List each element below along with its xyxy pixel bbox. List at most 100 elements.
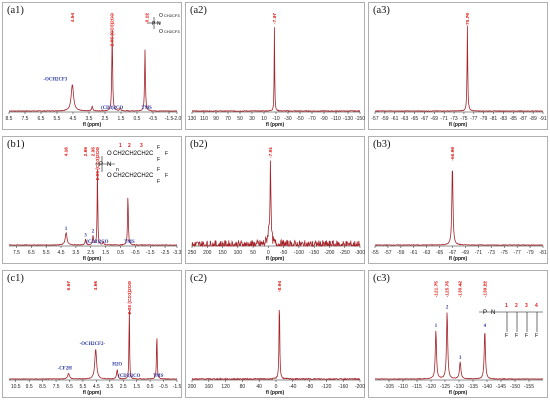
struct-o-top: O bbox=[159, 13, 163, 19]
struct-f: F bbox=[535, 333, 538, 339]
peak-annotation: TMS bbox=[124, 240, 135, 245]
peak-annotation: TMS bbox=[153, 374, 164, 379]
x-tick-label: -110 bbox=[398, 384, 408, 390]
struct-p: P bbox=[483, 310, 487, 316]
x-tick-label: -63 bbox=[423, 250, 430, 256]
x-tick-label: -115 bbox=[412, 384, 422, 390]
panel-label: (c3) bbox=[373, 273, 390, 284]
x-tick-label: -2.5 bbox=[161, 250, 170, 256]
peak-annotation: (CD3)2CO bbox=[118, 374, 140, 379]
x-tick-label: -71 bbox=[441, 116, 448, 122]
x-tick-label: 0 bbox=[275, 384, 278, 390]
shift-label: 2.05 (CD3)2CO bbox=[95, 147, 101, 181]
x-tick-label: -81 bbox=[539, 250, 546, 256]
x-tick-label: -73 bbox=[450, 116, 457, 122]
panel-label: (c1) bbox=[7, 273, 24, 284]
x-tick-label: -83 bbox=[500, 116, 507, 122]
shift-label: -0.12 bbox=[144, 13, 150, 24]
shift-label: -66.98 bbox=[450, 147, 456, 161]
peak-annotation: 2 bbox=[446, 305, 449, 310]
x-tick-label: -77 bbox=[470, 116, 477, 122]
struct-pos-1: 1 bbox=[505, 303, 508, 309]
x-tick-label: -125 bbox=[440, 384, 450, 390]
x-tick-label: -3.3 bbox=[173, 250, 182, 256]
x-tick-label: 10 bbox=[261, 116, 267, 122]
struct-pos-1: 1 bbox=[119, 143, 122, 149]
x-tick-label: -67 bbox=[421, 116, 428, 122]
x-axis-label: fl (ppm) bbox=[82, 390, 102, 396]
x-axis-label: fl (ppm) bbox=[82, 256, 102, 262]
panel-a3: -57 -59 -61 -63 -65 -67 -69 -71 -73 -75 -77 -79 -81-… bbox=[368, 2, 548, 130]
x-tick-label: 50 bbox=[250, 250, 256, 256]
peak-annotation: -OCH2CF3 bbox=[44, 78, 68, 83]
shift-label: -139.22 bbox=[482, 281, 488, 298]
x-tick-label: -57 bbox=[384, 250, 391, 256]
spectrum-c2: 200 160 120 80 40 0 -40 -80 -120 -160 -200 -8.04 bbox=[188, 281, 365, 390]
x-tick-label: 6.5 bbox=[66, 384, 73, 390]
shift-label: -7.37 bbox=[272, 13, 278, 24]
peak-annotation: 2 bbox=[92, 230, 95, 235]
spectrum-b2: 250 200 150 100 50 0 -50 -100 -150 -200 -250 -300 -7… bbox=[188, 147, 365, 256]
struct-p: P bbox=[99, 162, 103, 168]
panel-c1: 10.5 9.5 8.5 7.5 6.5 5.5 4.5 3.5 2.5 1.5 0.5 -0.5 -1… bbox=[2, 270, 182, 398]
x-tick-label: -80 bbox=[306, 384, 313, 390]
spectrum-trace bbox=[8, 169, 178, 246]
struct-pos-4: 4 bbox=[535, 303, 538, 309]
shift-label: 2.05 (CD3)2CO bbox=[110, 13, 116, 47]
x-tick-label: -77 bbox=[514, 250, 521, 256]
x-tick-label: 6.5 bbox=[28, 250, 35, 256]
x-tick-label: -2.0 bbox=[173, 116, 182, 122]
x-tick-label: 110 bbox=[200, 116, 208, 122]
spectrum-trace bbox=[374, 312, 544, 380]
x-tick-label: 3.5 bbox=[72, 250, 79, 256]
x-tick-label: -0.5 bbox=[149, 116, 158, 122]
struct-n: N bbox=[491, 310, 495, 316]
x-tick-label: 100 bbox=[234, 250, 243, 256]
panel-label: (a1) bbox=[7, 5, 24, 16]
struct-f2: F bbox=[165, 151, 168, 157]
x-tick-label: -0.5 bbox=[131, 250, 140, 256]
x-axis-label: fl (ppm) bbox=[448, 390, 468, 396]
x-tick-label: 0.5 bbox=[117, 250, 124, 256]
x-axis-label: fl (ppm) bbox=[448, 122, 468, 128]
x-tick-label: 150 bbox=[218, 250, 227, 256]
shift-label: -8.04 bbox=[277, 281, 283, 292]
x-tick-label: -140 bbox=[482, 384, 492, 390]
shift-label: -125.75 bbox=[445, 281, 451, 298]
peak-annotation: 3 bbox=[84, 233, 87, 238]
x-tick-label: -150 bbox=[309, 250, 319, 256]
struct-o-bottom: O bbox=[159, 29, 163, 35]
x-tick-label: -110 bbox=[331, 116, 341, 122]
panel-b2: 250 200 150 100 50 0 -50 -100 -150 -200 -250 -300 -7… bbox=[185, 136, 365, 264]
x-tick-label: -69 bbox=[431, 116, 438, 122]
peak-annotation: (CD3)2CO bbox=[86, 240, 108, 245]
panel-a1: 8.5 7.5 6.5 5.5 4.5 3.5 2.5 1.5 0.5 -0.5 -1.5 -2.0 4… bbox=[2, 2, 182, 130]
peak-annotation: -CF2H bbox=[58, 366, 72, 371]
panel-label: (b2) bbox=[190, 139, 208, 150]
shift-label: 4.55 bbox=[93, 281, 99, 291]
spectrum-trace bbox=[8, 309, 178, 380]
spectrum-c1: 10.5 9.5 8.5 7.5 6.5 5.5 4.5 3.5 2.5 1.5 0.5 -0.5 -1… bbox=[8, 281, 182, 390]
spectrum-trace bbox=[191, 309, 361, 381]
x-tick-label: -69 bbox=[462, 250, 469, 256]
x-tick-label: 1.5 bbox=[133, 384, 140, 390]
x-tick-label: 120 bbox=[221, 384, 230, 390]
x-tick-label: 2.5 bbox=[87, 250, 94, 256]
peak-annotation: 4 bbox=[484, 324, 487, 329]
x-tick-label: 40 bbox=[256, 384, 262, 390]
struct-chain-bottom: CH2CH2CH2C bbox=[113, 173, 154, 179]
x-tick-label: 2.5 bbox=[102, 116, 109, 122]
shift-label: -130.42 bbox=[458, 281, 464, 298]
x-tick-label: 3.5 bbox=[86, 116, 93, 122]
panel-a2: 130 110 90 70 50 30 10 -10 -30 -50 -70 -90 -110 -130-… bbox=[185, 2, 365, 130]
struct-f5: F bbox=[165, 173, 168, 179]
x-tick-label: 4.5 bbox=[58, 250, 65, 256]
x-tick-label: 1.5 bbox=[102, 250, 109, 256]
spectrum-a2: 130 110 90 70 50 30 10 -10 -30 -50 -70 -90 -110 -130-… bbox=[188, 13, 365, 122]
x-tick-label: -55 bbox=[371, 250, 378, 256]
x-axis-label: fl (ppm) bbox=[448, 256, 468, 262]
x-tick-label: -79 bbox=[526, 250, 533, 256]
x-tick-label: 3.5 bbox=[106, 384, 113, 390]
x-tick-label: 50 bbox=[237, 116, 243, 122]
struct-f: F bbox=[525, 333, 528, 339]
